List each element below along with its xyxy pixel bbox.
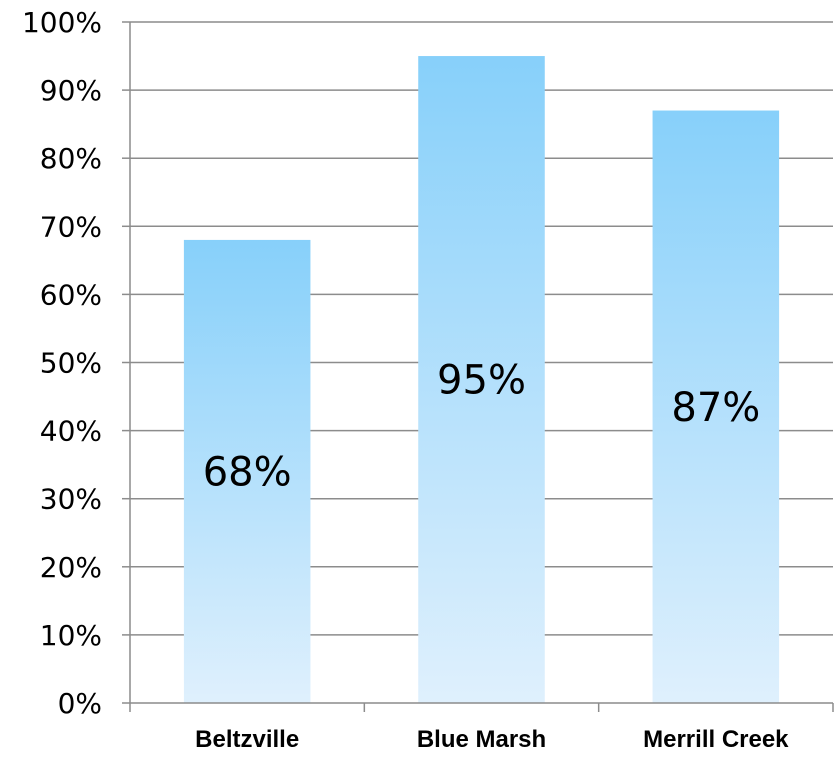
y-tick-label: 80%	[40, 142, 102, 175]
y-tick-label: 10%	[40, 619, 102, 652]
y-tick-labels: 0% 10% 20% 30% 40% 50% 60% 70% 80% 90% 100%	[22, 6, 102, 720]
bar-beltzville	[183, 239, 311, 704]
y-tick-label: 60%	[40, 278, 102, 311]
bar-merrill-creek	[652, 110, 780, 703]
y-tick-label: 70%	[40, 210, 102, 243]
data-label: 68%	[203, 449, 292, 495]
bars	[183, 56, 780, 704]
y-tick-label: 0%	[58, 687, 102, 720]
y-tick-label: 40%	[40, 415, 102, 448]
category-labels: Beltzville Blue Marsh Merrill Creek	[195, 726, 789, 753]
category-label: Beltzville	[195, 726, 299, 753]
axes	[122, 21, 834, 712]
y-tick-label: 30%	[40, 483, 102, 516]
data-label: 95%	[437, 358, 526, 404]
y-tick-label: 50%	[40, 347, 102, 380]
y-tick-label: 90%	[40, 74, 102, 107]
y-tick-label: 20%	[40, 551, 102, 584]
bar-blue-marsh	[418, 56, 545, 704]
data-label: 87%	[671, 385, 760, 431]
y-tick-label: 100%	[22, 6, 102, 39]
category-label: Blue Marsh	[417, 726, 546, 753]
category-label: Merrill Creek	[643, 726, 789, 753]
data-labels: 68% 95% 87%	[203, 358, 761, 496]
